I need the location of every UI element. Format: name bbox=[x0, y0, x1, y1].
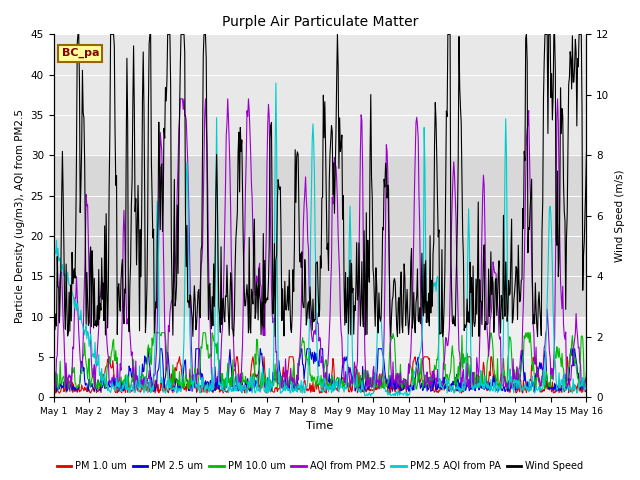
Y-axis label: Particle Density (ug/m3), AQI from PM2.5: Particle Density (ug/m3), AQI from PM2.5 bbox=[15, 109, 25, 323]
Y-axis label: Wind Speed (m/s): Wind Speed (m/s) bbox=[615, 169, 625, 262]
Bar bbox=[54, 35, 586, 155]
Bar bbox=[54, 155, 586, 316]
Legend: PM 1.0 um, PM 2.5 um, PM 10.0 um, AQI from PM2.5, PM2.5 AQI from PA, Wind Speed: PM 1.0 um, PM 2.5 um, PM 10.0 um, AQI fr… bbox=[53, 457, 587, 475]
Bar bbox=[54, 316, 586, 397]
Title: Purple Air Particulate Matter: Purple Air Particulate Matter bbox=[222, 15, 418, 29]
X-axis label: Time: Time bbox=[307, 421, 333, 432]
Text: BC_pa: BC_pa bbox=[61, 48, 99, 59]
